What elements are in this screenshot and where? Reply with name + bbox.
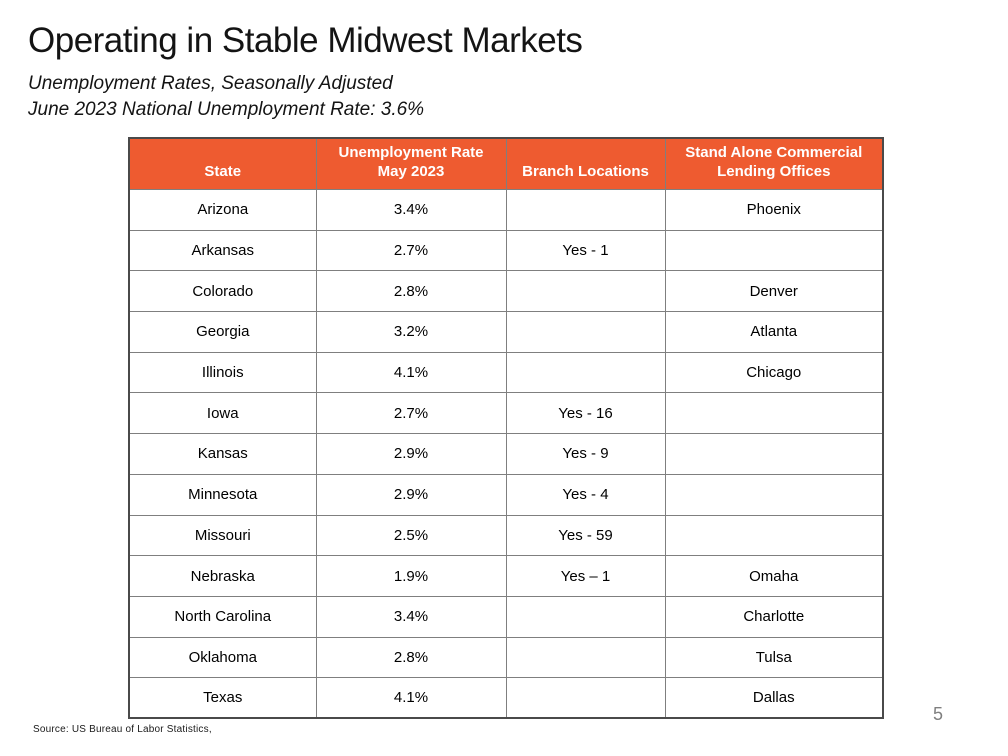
cell-state: Texas <box>128 677 317 719</box>
cell-branch <box>505 595 666 638</box>
table-row: Arkansas 2.7% Yes - 1 <box>128 229 884 272</box>
cell-office: Denver <box>664 270 884 313</box>
cell-rate: 2.7% <box>315 392 507 435</box>
cell-state: Georgia <box>128 311 317 353</box>
cell-branch <box>505 311 666 353</box>
cell-state: Oklahoma <box>128 636 317 679</box>
table-row: Oklahoma 2.8% Tulsa <box>128 636 884 679</box>
table-header: State Unemployment Rate May 2023 Branch … <box>128 137 884 190</box>
cell-branch <box>505 636 666 679</box>
cell-branch: Yes - 59 <box>505 514 666 557</box>
table-row: Colorado 2.8% Denver <box>128 270 884 313</box>
cell-branch <box>505 677 666 719</box>
table-row: Texas 4.1% Dallas <box>128 677 884 719</box>
cell-rate: 3.2% <box>315 311 507 353</box>
cell-state: Minnesota <box>128 473 317 516</box>
cell-office <box>664 229 884 272</box>
slide-subtitle: Unemployment Rates, Seasonally Adjusted … <box>28 71 424 123</box>
cell-branch: Yes - 9 <box>505 433 666 475</box>
header-unemployment-rate: Unemployment Rate May 2023 <box>315 137 507 190</box>
table-row: Iowa 2.7% Yes - 16 <box>128 392 884 435</box>
table-row: Minnesota 2.9% Yes - 4 <box>128 473 884 516</box>
table-body: Arizona 3.4% Phoenix Arkansas 2.7% Yes -… <box>128 189 884 719</box>
cell-state: Colorado <box>128 270 317 313</box>
table-row: Arizona 3.4% Phoenix <box>128 189 884 231</box>
cell-state: Iowa <box>128 392 317 435</box>
cell-state: Arizona <box>128 189 317 231</box>
table-row: Georgia 3.2% Atlanta <box>128 311 884 353</box>
page-number: 5 <box>933 704 944 724</box>
cell-rate: 2.7% <box>315 229 507 272</box>
cell-rate: 2.5% <box>315 514 507 557</box>
subtitle-line-2: June 2023 National Unemployment Rate: 3.… <box>28 99 425 120</box>
cell-rate: 3.4% <box>315 595 507 638</box>
cell-branch: Yes – 1 <box>505 555 666 597</box>
cell-office: Charlotte <box>664 595 884 638</box>
cell-office: Dallas <box>664 677 884 719</box>
header-lending-offices: Stand Alone Commercial Lending Offices <box>664 137 884 190</box>
cell-branch <box>505 189 666 231</box>
cell-rate: 4.1% <box>315 351 507 394</box>
table-row: North Carolina 3.4% Charlotte <box>128 595 884 638</box>
cell-state: Missouri <box>128 514 317 557</box>
table-row: Illinois 4.1% Chicago <box>128 351 884 394</box>
table-row: Kansas 2.9% Yes - 9 <box>128 433 884 475</box>
cell-rate: 2.9% <box>315 473 507 516</box>
cell-office <box>664 514 884 557</box>
cell-office: Tulsa <box>664 636 884 679</box>
cell-office: Omaha <box>664 555 884 597</box>
cell-state: Nebraska <box>128 555 317 597</box>
cell-rate: 3.4% <box>315 189 507 231</box>
cell-office: Phoenix <box>664 189 884 231</box>
cell-office: Atlanta <box>664 311 884 353</box>
cell-state: Illinois <box>128 351 317 394</box>
header-state: State <box>128 137 317 190</box>
unemployment-table: State Unemployment Rate May 2023 Branch … <box>128 137 884 720</box>
source-note: Source: US Bureau of Labor Statistics, <box>33 724 212 735</box>
cell-branch <box>505 351 666 394</box>
cell-branch: Yes - 1 <box>505 229 666 272</box>
cell-state: Kansas <box>128 433 317 475</box>
cell-rate: 4.1% <box>315 677 507 719</box>
cell-branch <box>505 270 666 313</box>
table-row: Missouri 2.5% Yes - 59 <box>128 514 884 557</box>
header-row: State Unemployment Rate May 2023 Branch … <box>128 137 884 190</box>
cell-office <box>664 433 884 475</box>
cell-rate: 2.9% <box>315 433 507 475</box>
cell-state: Arkansas <box>128 229 317 272</box>
cell-office <box>664 392 884 435</box>
slide-title: Operating in Stable Midwest Markets <box>28 21 583 60</box>
cell-office: Chicago <box>664 351 884 394</box>
cell-rate: 2.8% <box>315 270 507 313</box>
subtitle-line-1: Unemployment Rates, Seasonally Adjusted <box>28 73 393 94</box>
cell-branch: Yes - 4 <box>505 473 666 516</box>
cell-branch: Yes - 16 <box>505 392 666 435</box>
cell-rate: 2.8% <box>315 636 507 679</box>
cell-office <box>664 473 884 516</box>
header-branch-locations: Branch Locations <box>505 137 666 190</box>
table-row: Nebraska 1.9% Yes – 1 Omaha <box>128 555 884 597</box>
cell-rate: 1.9% <box>315 555 507 597</box>
cell-state: North Carolina <box>128 595 317 638</box>
